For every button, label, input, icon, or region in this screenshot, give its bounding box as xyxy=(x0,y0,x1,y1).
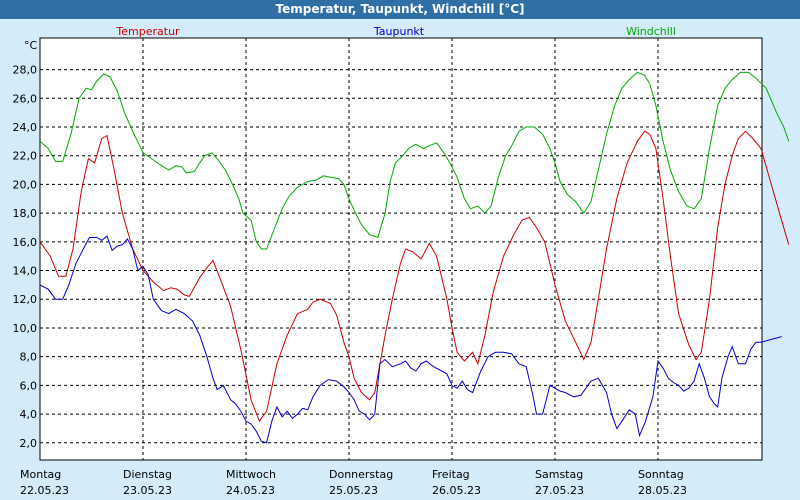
x-tick-date: 22.05.23 xyxy=(20,484,69,497)
x-tick-day: Mittwoch xyxy=(226,468,276,481)
legend-taupunkt: Taupunkt xyxy=(373,25,425,38)
chart-title: Temperatur, Taupunkt, Windchill [°C] xyxy=(0,0,800,19)
x-tick-day: Freitag xyxy=(432,468,470,481)
y-tick-label: 18,0 xyxy=(13,207,38,220)
series-line-windchill xyxy=(39,71,790,250)
y-tick-label: 14,0 xyxy=(13,265,38,278)
x-tick-day: Dienstag xyxy=(123,468,172,481)
legend-windchill: Windchill xyxy=(626,25,676,38)
y-tick-label: 12,0 xyxy=(13,293,38,306)
y-tick-label: 28,0 xyxy=(13,64,38,77)
x-tick-date: 23.05.23 xyxy=(123,484,172,497)
series-line-temperatur xyxy=(39,130,790,423)
series-line-taupunkt xyxy=(39,235,782,444)
x-tick-date: 25.05.23 xyxy=(329,484,378,497)
x-tick-date: 26.05.23 xyxy=(432,484,481,497)
y-tick-label: 4,0 xyxy=(20,408,38,421)
x-tick-date: 24.05.23 xyxy=(226,484,275,497)
y-tick-label: 10,0 xyxy=(13,322,38,335)
x-tick-day: Donnerstag xyxy=(329,468,393,481)
y-tick-label: 22,0 xyxy=(13,150,38,163)
y-tick-label: 20,0 xyxy=(13,178,38,191)
x-tick-date: 28.05.23 xyxy=(638,484,687,497)
y-tick-label: 8,0 xyxy=(20,351,38,364)
x-tick-day: Sonntag xyxy=(638,468,684,481)
x-tick-day: Montag xyxy=(20,468,61,481)
y-tick-label: 26,0 xyxy=(13,92,38,105)
y-tick-label: 2,0 xyxy=(20,437,38,450)
legend-temperatur: Temperatur xyxy=(115,25,180,38)
y-tick-label: 16,0 xyxy=(13,236,38,249)
y-axis-label: °C xyxy=(24,39,38,52)
plot-area xyxy=(39,37,763,461)
x-tick-date: 27.05.23 xyxy=(535,484,584,497)
x-tick-day: Samstag xyxy=(535,468,583,481)
y-tick-label: 24,0 xyxy=(13,121,38,134)
y-tick-label: 6,0 xyxy=(20,379,38,392)
